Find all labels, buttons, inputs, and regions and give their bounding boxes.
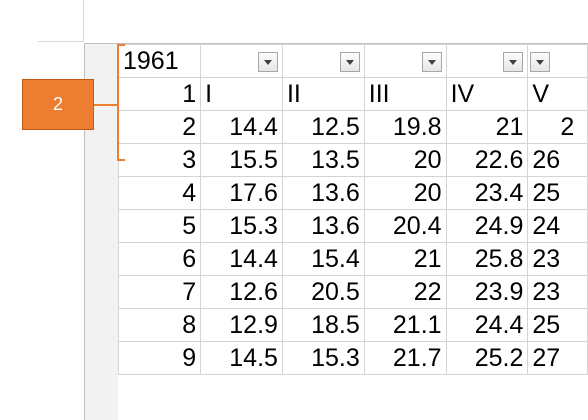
table-row: 2 14.4 12.5 19.8 21 2 xyxy=(117,110,588,144)
header-cell[interactable] xyxy=(527,44,588,78)
header-cell[interactable] xyxy=(281,44,365,78)
cell[interactable]: 24.4 xyxy=(445,308,529,342)
cell[interactable]: 23 xyxy=(527,275,588,309)
toolbar-area xyxy=(0,0,588,43)
cell[interactable]: 12.6 xyxy=(200,275,283,309)
table-row: 7 12.6 20.5 22 23.9 23 xyxy=(117,275,588,309)
cell-year[interactable]: 1961 xyxy=(117,44,202,78)
cell[interactable]: 21.7 xyxy=(363,341,447,375)
filter-dropdown-icon[interactable] xyxy=(530,52,551,72)
filter-header-row: 1961 xyxy=(117,44,588,78)
cell[interactable]: 22.6 xyxy=(445,143,529,177)
divider xyxy=(38,41,84,42)
row-index-cell[interactable]: 5 xyxy=(117,209,202,243)
filter-dropdown-icon[interactable] xyxy=(503,52,524,72)
cell[interactable]: 21.1 xyxy=(363,308,447,342)
filter-dropdown-icon[interactable] xyxy=(339,52,360,72)
sheet-top-border xyxy=(84,43,588,44)
table-row: 3 15.5 13.5 20 22.6 26 xyxy=(117,143,588,177)
row-index-cell[interactable]: 2 xyxy=(117,110,202,144)
cell[interactable]: 15.3 xyxy=(200,209,283,243)
table-row: 5 15.3 13.6 20.4 24.9 24 xyxy=(117,209,588,243)
cell[interactable]: 21 xyxy=(363,242,447,276)
cell[interactable]: 20 xyxy=(363,176,447,210)
cell[interactable]: I xyxy=(200,77,283,111)
cell[interactable]: 12.9 xyxy=(200,308,283,342)
cell[interactable]: 15.4 xyxy=(281,242,365,276)
cell[interactable]: 17.6 xyxy=(200,176,283,210)
cell[interactable]: 18.5 xyxy=(281,308,365,342)
table-row: 1 I II III IV V xyxy=(117,77,588,111)
cell[interactable]: 20.5 xyxy=(281,275,365,309)
cell[interactable]: 13.6 xyxy=(281,176,365,210)
annotation-callout: 2 xyxy=(22,79,94,130)
header-cell[interactable] xyxy=(363,44,447,78)
cell[interactable]: 24 xyxy=(527,209,588,243)
filter-dropdown-icon[interactable] xyxy=(257,52,278,72)
header-cell[interactable] xyxy=(445,44,529,78)
cell[interactable]: 13.6 xyxy=(281,209,365,243)
row-index-cell[interactable]: 3 xyxy=(117,143,202,177)
filter-dropdown-icon[interactable] xyxy=(421,52,442,72)
row-index-cell[interactable]: 1 xyxy=(117,77,202,111)
annotation-bracket xyxy=(117,44,125,161)
cell[interactable]: 14.4 xyxy=(200,110,283,144)
cell[interactable]: 23.4 xyxy=(445,176,529,210)
cell[interactable]: 15.5 xyxy=(200,143,283,177)
cell[interactable]: 21 xyxy=(445,110,529,144)
cell[interactable]: III xyxy=(363,77,447,111)
cell[interactable]: IV xyxy=(445,77,529,111)
cell[interactable]: 2 xyxy=(527,110,588,144)
cell[interactable]: 24.9 xyxy=(445,209,529,243)
sheet-left-border xyxy=(84,43,85,420)
cell[interactable]: 25.2 xyxy=(445,341,529,375)
cell[interactable]: 23.9 xyxy=(445,275,529,309)
row-index-cell[interactable]: 7 xyxy=(117,275,202,309)
annotation-connector xyxy=(94,104,118,106)
cell[interactable]: 15.3 xyxy=(281,341,365,375)
cell[interactable]: 23 xyxy=(527,242,588,276)
header-cell[interactable] xyxy=(200,44,283,78)
divider xyxy=(83,0,84,41)
cell[interactable]: 14.5 xyxy=(200,341,283,375)
data-grid: 1961 1 I II III IV V 2 14.4 12.5 19.8 21… xyxy=(117,44,588,375)
row-index-cell[interactable]: 8 xyxy=(117,308,202,342)
cell[interactable]: 20 xyxy=(363,143,447,177)
table-row: 9 14.5 15.3 21.7 25.2 27 xyxy=(117,341,588,375)
cell[interactable]: 14.4 xyxy=(200,242,283,276)
cell[interactable]: 22 xyxy=(363,275,447,309)
cell[interactable]: V xyxy=(527,77,588,111)
callout-label: 2 xyxy=(52,94,63,114)
table-row: 8 12.9 18.5 21.1 24.4 25 xyxy=(117,308,588,342)
cell[interactable]: 19.8 xyxy=(363,110,447,144)
cell[interactable]: 27 xyxy=(527,341,588,375)
cell[interactable]: 25.8 xyxy=(445,242,529,276)
cell[interactable]: 20.4 xyxy=(363,209,447,243)
cell[interactable]: 25 xyxy=(527,176,588,210)
row-index-cell[interactable]: 4 xyxy=(117,176,202,210)
cell[interactable]: 25 xyxy=(527,308,588,342)
cell[interactable]: II xyxy=(281,77,365,111)
cell[interactable]: 13.5 xyxy=(281,143,365,177)
row-index-cell[interactable]: 6 xyxy=(117,242,202,276)
table-row: 4 17.6 13.6 20 23.4 25 xyxy=(117,176,588,210)
row-index-cell[interactable]: 9 xyxy=(117,341,202,375)
cell[interactable]: 12.5 xyxy=(281,110,365,144)
cell[interactable]: 26 xyxy=(527,143,588,177)
table-row: 6 14.4 15.4 21 25.8 23 xyxy=(117,242,588,276)
